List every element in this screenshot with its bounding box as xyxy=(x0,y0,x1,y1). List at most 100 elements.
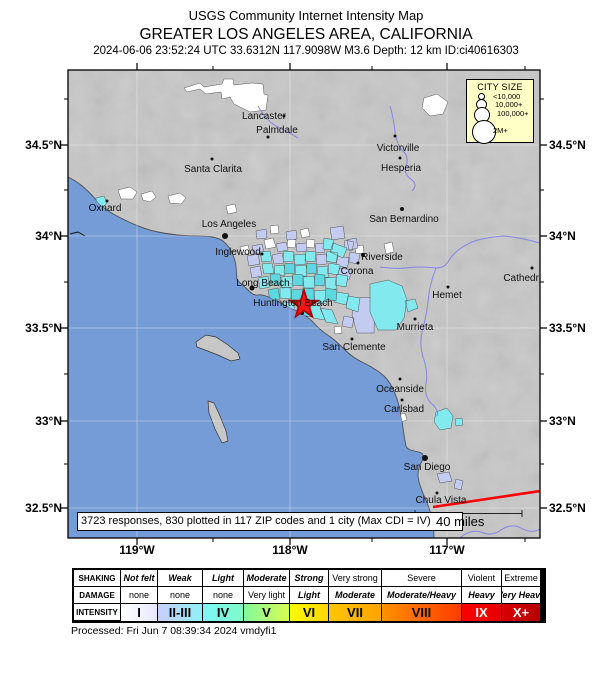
zip-polygons-intensity-iv xyxy=(95,195,464,431)
lat-label-right-33-5: 33.5°N xyxy=(549,321,586,335)
city-dot-hemet xyxy=(446,285,450,289)
axis-ticks-major xyxy=(61,63,547,545)
river-santa-ana xyxy=(379,235,540,269)
river-san-diego xyxy=(459,525,540,538)
city-label-lancaster: Lancaster xyxy=(242,111,286,122)
city-label-oceanside: Oceanside xyxy=(376,384,424,395)
city-label-inglewood: Inglewood xyxy=(215,247,261,258)
lon-label-119w: 119°W xyxy=(119,543,155,557)
lat-label-left-33: 33°N xyxy=(35,414,62,428)
intensity-legend-table: SHAKING Not felt Weak Light Moderate Str… xyxy=(72,568,546,623)
row-header-intensity: INTENSITY xyxy=(74,604,120,620)
lon-label-118w: 118°W xyxy=(272,543,308,557)
city-dot-san-clemente xyxy=(350,337,354,341)
damage-cell: Moderate xyxy=(329,587,381,603)
intensity-cell-ix: IX xyxy=(462,604,501,621)
city-dot-cathedral-city xyxy=(530,266,534,270)
city-label-san-diego: San Diego xyxy=(403,462,451,473)
city-labels-layer: Lancaster Palmdale Victorville Hesperia … xyxy=(69,71,539,537)
intensity-cell-ii-iii: II-III xyxy=(158,604,202,621)
damage-cell: none xyxy=(158,587,202,603)
lat-label-right-32-5: 32.5°N xyxy=(549,501,586,515)
city-label-santa-clarita: Santa Clarita xyxy=(184,164,242,175)
city-label-oxnard: Oxnard xyxy=(88,203,122,214)
shaking-cell: Weak xyxy=(158,570,202,586)
river-inland-south xyxy=(420,267,438,417)
city-size-circle-xlarge xyxy=(472,120,496,144)
intensity-cell-vii: VII xyxy=(329,604,381,621)
scale-label: 40 miles xyxy=(436,514,485,529)
city-label-hesperia: Hesperia xyxy=(380,163,422,174)
city-dot-san-bernardino xyxy=(400,207,404,211)
city-dot-santa-clarita xyxy=(210,157,214,161)
city-size-entry-0: <10,000 xyxy=(493,92,521,101)
city-dot-chula-vista xyxy=(435,491,439,495)
city-label-cathedral-city: Cathedral xyxy=(503,273,539,284)
san-clemente-island xyxy=(207,400,229,444)
damage-cell: Very light xyxy=(244,587,289,603)
city-dots xyxy=(105,114,534,495)
city-label-victorville: Victorville xyxy=(376,143,420,154)
city-dot-corona xyxy=(356,261,360,265)
city-label-los-angeles: Los Angeles xyxy=(201,219,257,230)
zip-polygons-intensity-i xyxy=(117,78,449,423)
damage-cell: Light xyxy=(290,587,328,603)
map-frame xyxy=(67,69,541,539)
damage-cell: none xyxy=(203,587,243,603)
lon-label-117w: 117°W xyxy=(429,543,465,557)
city-label-corona: Corona xyxy=(340,266,374,277)
row-header-damage: DAMAGE xyxy=(74,587,120,603)
axis-ticks-minor xyxy=(64,66,544,542)
lat-label-right-34: 34°N xyxy=(549,229,576,243)
city-size-entry-2: 100,000+ xyxy=(497,109,529,118)
city-dot-hesperia xyxy=(398,156,402,160)
lat-label-right-33: 33°N xyxy=(549,414,576,428)
city-dot-carlsbad xyxy=(400,398,404,402)
city-dot-san-diego xyxy=(422,455,428,461)
city-label-san-bernardino: San Bernardino xyxy=(369,214,439,225)
shaking-cell: Severe xyxy=(382,570,461,586)
city-label-san-clemente: San Clemente xyxy=(322,342,386,353)
shaking-cell: Strong xyxy=(290,570,328,586)
intensity-cell-i: I xyxy=(121,604,157,621)
lat-label-right-34-5: 34.5°N xyxy=(549,138,586,152)
lat-label-left-34-5: 34.5°N xyxy=(25,138,62,152)
shaking-cell: Violent xyxy=(462,570,501,586)
damage-cell: Heavy xyxy=(462,587,501,603)
shaking-cell: Moderate xyxy=(244,570,289,586)
row-header-shaking: SHAKING xyxy=(74,570,120,586)
city-dot-long-beach xyxy=(249,285,255,291)
islands xyxy=(69,231,241,444)
river-mojave xyxy=(389,105,416,192)
processed-timestamp: Processed: Fri Jun 7 08:39:34 2024 vmdyf… xyxy=(71,625,277,637)
damage-cell: Moderate/Heavy xyxy=(382,587,461,603)
intensity-cell-iv: IV xyxy=(203,604,243,621)
city-dot-oxnard xyxy=(105,199,109,203)
city-dot-oceanside xyxy=(398,377,402,381)
catalina-island xyxy=(195,334,241,362)
city-label-carlsbad: Carlsbad xyxy=(383,404,425,415)
event-info: 2024-06-06 23:52:24 UTC 33.6312N 117.909… xyxy=(93,45,519,57)
city-dot-victorville xyxy=(393,134,397,138)
rivers xyxy=(257,105,540,538)
intensity-cell-v: V xyxy=(244,604,289,621)
river-palmdale xyxy=(257,105,299,139)
city-label-riverside: Riverside xyxy=(361,252,403,263)
mexico-border-line xyxy=(432,489,540,509)
city-label-long-beach: Long Beach xyxy=(236,278,290,289)
status-box: 3723 responses, 830 plotted in 117 ZIP c… xyxy=(77,512,463,531)
shaking-cell: Light xyxy=(203,570,243,586)
city-label-huntington-beach: Huntington Beach xyxy=(253,298,333,309)
city-label-palmdale: Palmdale xyxy=(256,125,298,136)
city-label-chula-vista: Chula Vista xyxy=(415,495,467,506)
intensity-cell-vi: VI xyxy=(290,604,328,621)
city-dot-lancaster xyxy=(282,114,286,118)
shaking-cell: Not felt xyxy=(121,570,157,586)
epicenter-star-icon xyxy=(287,287,321,319)
lat-label-left-33-5: 33.5°N xyxy=(25,321,62,335)
lat-label-left-32-5: 32.5°N xyxy=(25,501,62,515)
intensity-cell-x: X+ xyxy=(502,604,540,621)
damage-cell: none xyxy=(121,587,157,603)
